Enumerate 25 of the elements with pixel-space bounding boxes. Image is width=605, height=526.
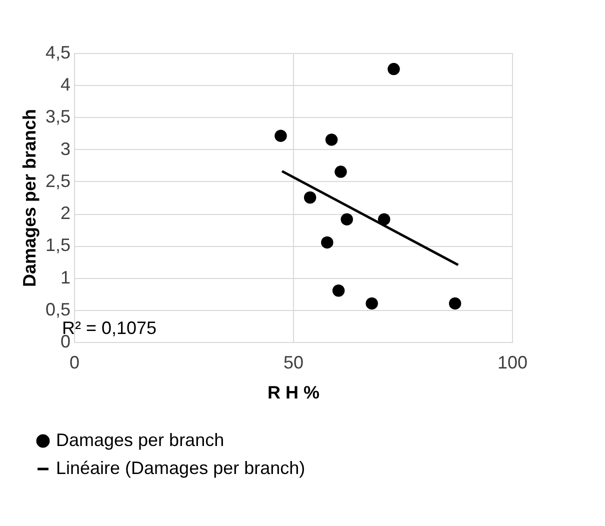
point xyxy=(304,191,316,204)
point xyxy=(366,297,378,310)
y-tick-label: 4,5 xyxy=(45,42,70,62)
y-tick-label: 1 xyxy=(60,267,70,288)
legend-label: Damages per branch xyxy=(56,430,224,450)
y-tick-label: 2,5 xyxy=(45,170,70,191)
point xyxy=(340,213,353,226)
point xyxy=(325,134,338,146)
point xyxy=(388,62,400,76)
y-tick-label: 1,5 xyxy=(45,235,70,256)
y-axis-title: Damages per branch xyxy=(19,108,40,288)
y-tick-label: 3,5 xyxy=(45,106,70,127)
point xyxy=(274,130,287,142)
y-tick-label: 3 xyxy=(60,138,70,159)
x-axis-title: R H % xyxy=(267,382,320,402)
point xyxy=(332,284,345,297)
point xyxy=(334,166,347,178)
point xyxy=(321,236,334,249)
y-tick-label: 0,5 xyxy=(45,299,70,320)
x-tick-label: 50 xyxy=(283,352,304,372)
legend-label: Linéaire (Damages per branch) xyxy=(56,458,306,478)
y-tick-label: 4 xyxy=(60,74,70,95)
y-tick-label: 2 xyxy=(60,203,70,224)
point xyxy=(448,297,462,310)
x-tick-label: 100 xyxy=(497,352,528,372)
